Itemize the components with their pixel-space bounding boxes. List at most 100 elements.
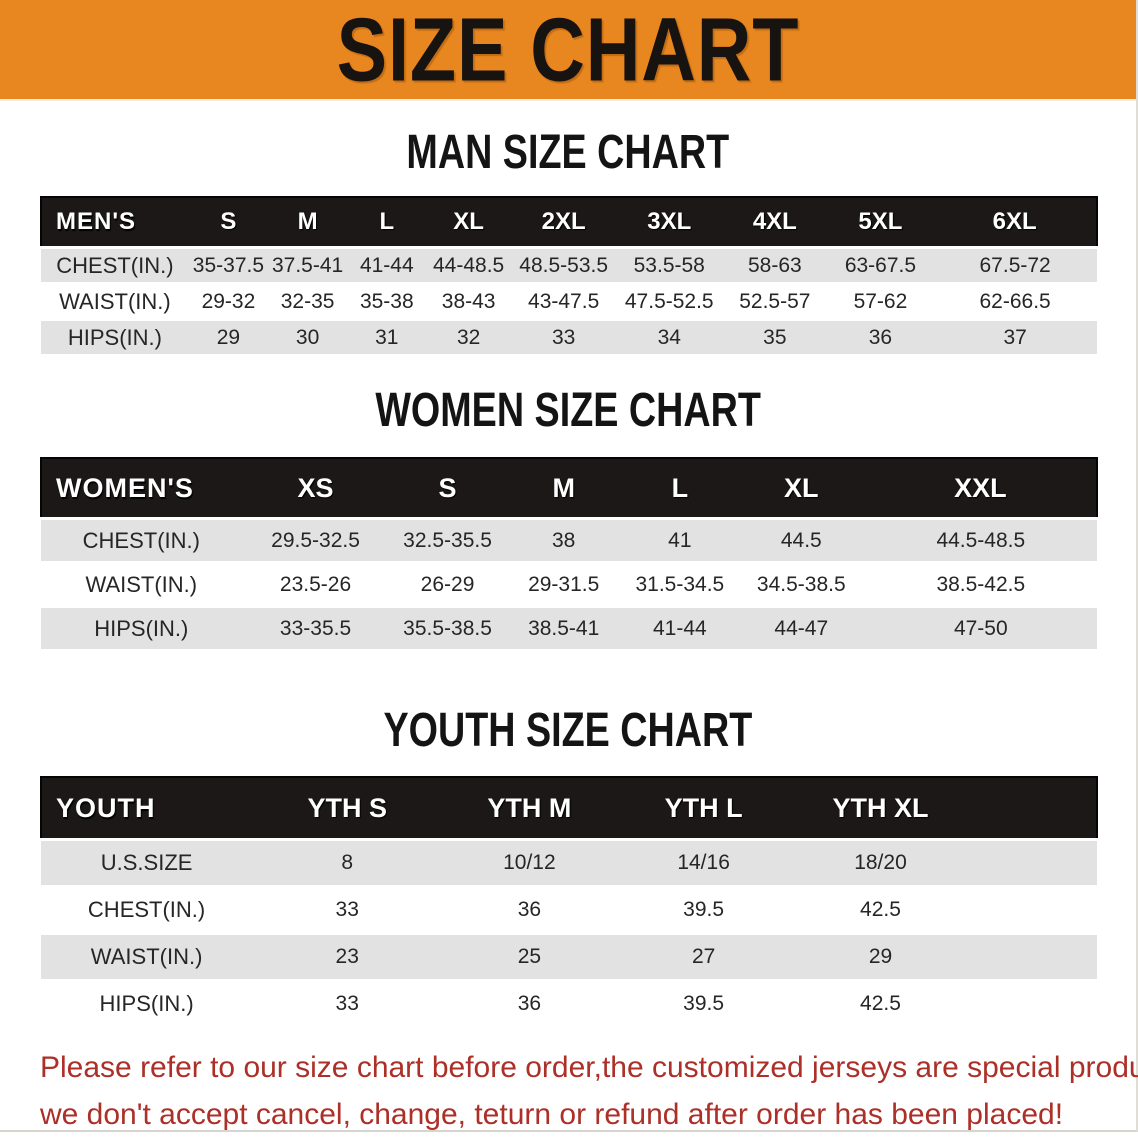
value-cell: 33: [335, 992, 359, 1015]
table-row: WAIST(IN.) 23 25 27 29: [41, 933, 1097, 981]
table-corner-label: WOMEN'S: [40, 457, 242, 520]
row-label: CHEST(IN.): [87, 897, 206, 922]
value-cell: 41-44: [652, 616, 707, 640]
women-size-table-container: WOMEN'S XS S M L XL XXL CHEST(IN.) 29.5-32.5 32.5…: [0, 457, 1136, 649]
table-corner-label: YOUTH: [39, 776, 253, 841]
row-label: CHEST(IN.): [56, 252, 174, 278]
size-column-header: XS: [241, 457, 390, 520]
value-cell: 35: [763, 325, 787, 349]
size-table: YOUTH YTH S YTH M YTH L YTH XL U.S.SIZE 8 10/12…: [39, 776, 1098, 1026]
value-cell: 43-47.5: [528, 289, 600, 313]
value-cell: 27: [691, 945, 716, 968]
value-cell: 38: [552, 528, 576, 552]
spacer-cell: [970, 887, 1097, 934]
size-column-header: XL: [426, 196, 511, 249]
value-cell: 29-32: [201, 289, 256, 313]
women-section-heading-text: WOMEN SIZE CHART: [375, 381, 761, 437]
value-cell: 44.5: [780, 528, 822, 552]
value-cell: 41: [668, 528, 692, 552]
row-label: WAIST(IN.): [59, 288, 171, 314]
size-table: MEN'S S M L XL 2XL 3XL 4XL 5XL 6XL CHEST(IN.) 35-37…: [40, 196, 1098, 354]
table-header-row: WOMEN'S XS S M L XL XXL: [40, 457, 1099, 520]
value-cell: 44-48.5: [433, 253, 505, 277]
value-cell: 35-37.5: [192, 253, 265, 277]
table-row: HIPS(IN.) 33 36 39.5 42.5: [41, 980, 1097, 1026]
value-cell: 36: [517, 992, 542, 1015]
value-cell: 33: [551, 325, 576, 349]
value-cell: 38.5-42.5: [936, 572, 1026, 596]
disclaimer-line-2: we don't accept cancel, change, teturn o…: [40, 1098, 1064, 1131]
value-cell: 36: [868, 325, 893, 349]
value-cell: 62-66.5: [979, 289, 1051, 313]
men-section-heading: MAN SIZE CHART: [0, 123, 1136, 179]
value-cell: 37: [1003, 325, 1027, 349]
disclaimer-line-1: Please refer to our size chart before or…: [40, 1051, 1138, 1084]
value-cell: 29: [868, 945, 893, 968]
size-column-header: 6XL: [933, 196, 1098, 249]
value-cell: 23.5-26: [279, 572, 352, 596]
value-cell: 57-62: [853, 289, 908, 313]
value-cell: 52.5-57: [739, 289, 811, 313]
row-label: WAIST(IN.): [85, 571, 198, 597]
value-cell: 47-50: [953, 616, 1008, 640]
value-cell: 26-29: [420, 572, 475, 596]
size-column-header: 4XL: [722, 196, 828, 249]
spacer-cell: [970, 840, 1097, 887]
value-cell: 30: [295, 325, 320, 349]
value-cell: 41-44: [359, 253, 414, 277]
table-row: U.S.SIZE 8 10/12 14/16 18/20: [41, 839, 1097, 887]
men-size-table-container: MEN'S S M L XL 2XL 3XL 4XL 5XL 6XL CHEST(IN.) 35-37…: [0, 196, 1136, 354]
size-column-header: XXL: [864, 457, 1099, 520]
row-label: WAIST(IN.): [90, 944, 203, 969]
men-section-heading-text: MAN SIZE CHART: [406, 123, 730, 179]
size-column-header: YTH M: [442, 776, 617, 841]
value-cell: 48.5-53.5: [519, 253, 609, 277]
value-cell: 32-35: [280, 289, 335, 313]
value-cell: 35-38: [359, 289, 414, 313]
value-cell: 37.5-41: [271, 253, 344, 277]
value-cell: 31.5-34.5: [635, 572, 725, 596]
size-table: WOMEN'S XS S M L XL XXL CHEST(IN.) 29.5-32.5 32.5…: [40, 457, 1099, 649]
value-cell: 58-63: [747, 253, 802, 277]
value-cell: 25: [517, 945, 542, 968]
value-cell: 23: [335, 945, 359, 968]
size-chart-banner: SIZE CHART: [0, 0, 1136, 101]
value-cell: 8: [341, 851, 354, 874]
value-cell: 31: [375, 325, 399, 349]
size-column-header: 2XL: [510, 196, 617, 249]
value-cell: 35.5-38.5: [403, 616, 492, 640]
value-cell: 18/20: [854, 851, 907, 874]
value-cell: 53.5-58: [633, 253, 705, 277]
value-cell: 39.5: [683, 898, 725, 921]
table-row: HIPS(IN.) 29 30 31 32 33 34 35 36 37: [41, 319, 1097, 354]
value-cell: 29: [216, 325, 241, 349]
size-column-header: YTH L: [616, 776, 791, 841]
row-label: CHEST(IN.): [82, 527, 200, 553]
value-cell: 67.5-72: [979, 253, 1051, 277]
value-cell: 29-31.5: [528, 572, 600, 596]
youth-size-table-container: YOUTH YTH S YTH M YTH L YTH XL U.S.SIZE 8 10/12…: [0, 776, 1136, 1026]
size-column-header: 5XL: [827, 196, 934, 249]
size-column-header: M: [268, 196, 348, 249]
value-cell: 32.5-35.5: [403, 528, 492, 552]
table-header-row: YOUTH YTH S YTH M YTH L YTH XL: [39, 776, 1098, 841]
table-header-row: MEN'S S M L XL 2XL 3XL 4XL 5XL 6XL: [40, 196, 1098, 249]
table-row: CHEST(IN.) 33 36 39.5 42.5: [41, 886, 1097, 934]
value-cell: 39.5: [683, 992, 725, 1015]
value-cell: 29.5-32.5: [271, 528, 360, 552]
size-column-header: L: [347, 196, 427, 249]
women-section-heading: WOMEN SIZE CHART: [0, 381, 1136, 437]
spacer-cell: [970, 776, 1098, 841]
value-cell: 34.5-38.5: [756, 572, 846, 596]
youth-section-heading: YOUTH SIZE CHART: [0, 705, 1136, 753]
value-cell: 10/12: [503, 851, 556, 874]
value-cell: 42.5: [860, 898, 901, 921]
value-cell: 32: [456, 325, 481, 349]
value-cell: 33: [335, 898, 359, 921]
size-column-header: S: [188, 196, 269, 249]
value-cell: 36: [517, 898, 542, 921]
disclaimer: Please refer to our size chart before or…: [40, 1044, 1138, 1138]
table-row: CHEST(IN.) 29.5-32.5 32.5-35.5 38 41 44.5 44.5…: [41, 518, 1097, 563]
table-row: HIPS(IN.) 33-35.5 35.5-38.5 38.5-41 41-44 44-…: [41, 606, 1097, 649]
table-row: WAIST(IN.) 29-32 32-35 35-38 38-43 43-47.5 47.…: [41, 283, 1097, 320]
